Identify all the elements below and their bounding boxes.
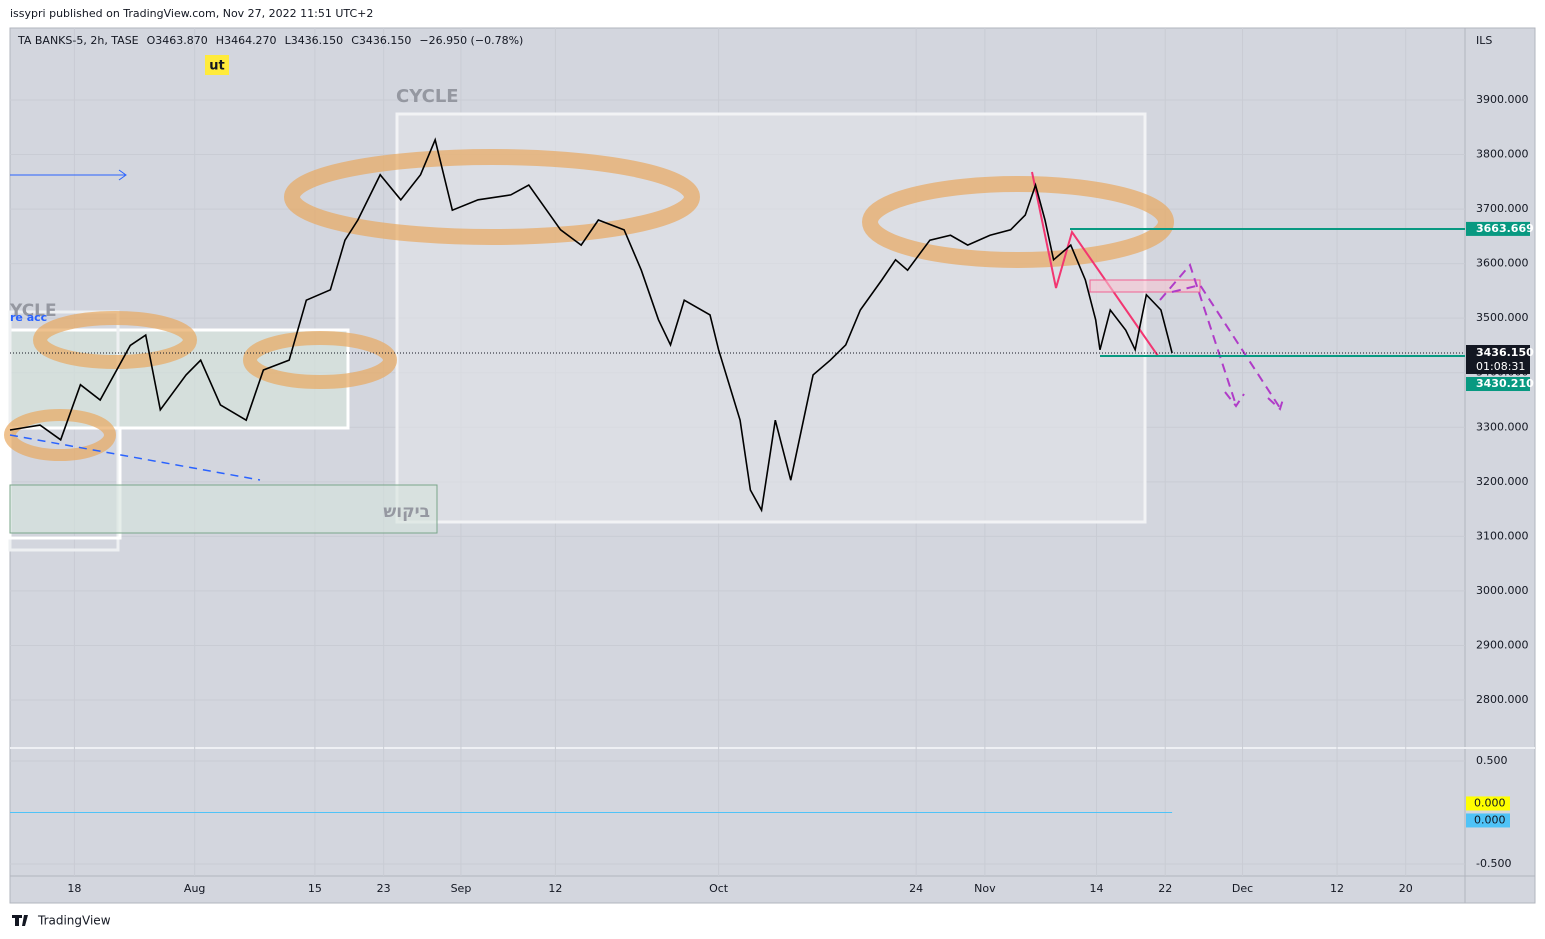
header-item: O3463.870 (147, 34, 208, 47)
annotation: CYCLE (396, 86, 459, 107)
supply-box (1089, 279, 1201, 293)
header-item: C3436.150 (351, 34, 411, 47)
trend-line (9, 434, 261, 481)
x-tick-label: 23 (377, 882, 391, 895)
value-label-bg (1466, 796, 1510, 811)
annotation: ביקוש (383, 502, 430, 522)
x-tick-label: 15 (308, 882, 322, 895)
x-tick-label: 14 (1090, 882, 1104, 895)
legend-header: TA BANKS-5, 2h, TASE O3463.870 H3464.270 L3… (17, 34, 523, 47)
price-line (9, 137, 1173, 513)
last-price-bg (1466, 345, 1530, 375)
y-tick-label: 3000.000 (1476, 584, 1529, 597)
y-tick-label: 3900.000 (1476, 93, 1529, 106)
highlight-ellipse (862, 176, 1174, 268)
currency-label: ILS (1476, 34, 1492, 47)
y-tick-label: 2800.000 (1476, 693, 1529, 706)
pattern-line (1031, 171, 1159, 357)
x-tick-label: 24 (909, 882, 923, 895)
highlight-ellipse (243, 331, 397, 389)
x-tick-label: 12 (1330, 882, 1344, 895)
level-label-bg (1466, 221, 1530, 236)
header-item: L3436.150 (285, 34, 344, 47)
x-tick-label: Sep (451, 882, 472, 895)
arrow-head (118, 169, 127, 181)
x-tick-label: Aug (184, 882, 205, 895)
x-tick-label: 20 (1399, 882, 1413, 895)
y-tick-label: 3300.000 (1476, 420, 1529, 433)
footer-brand[interactable]: TradingView (37, 914, 111, 928)
annotation: YCLE (9, 301, 57, 321)
level-label-bg (1466, 377, 1530, 392)
y-tick-label: 3200.000 (1476, 475, 1529, 488)
y-tick-label: -0.500 (1476, 857, 1511, 870)
annotation: re acc (10, 311, 47, 324)
projection-arrows (1159, 263, 1285, 411)
value-label-bg (1466, 813, 1510, 828)
annotation: ut (209, 59, 224, 74)
x-tick-label: 12 (548, 882, 562, 895)
demand-zone (9, 484, 438, 534)
y-tick-label: 3100.000 (1476, 529, 1529, 542)
y-tick-label: 2900.000 (1476, 638, 1529, 651)
highlight-ellipse (33, 311, 197, 369)
header-item: TA BANKS-5, 2h, TASE (17, 34, 139, 47)
y-tick-label: 3700.000 (1476, 202, 1529, 215)
x-tick-label: Dec (1232, 882, 1253, 895)
y-tick-label: 3800.000 (1476, 148, 1529, 161)
countdown-label: 01:08:31 (1476, 360, 1525, 373)
y-tick-label: 3500.000 (1476, 311, 1529, 324)
level-label: 3430.210 (1476, 377, 1534, 390)
x-tick-label: 22 (1158, 882, 1172, 895)
y-tick-label: 3600.000 (1476, 257, 1529, 270)
value-label: 0.000 (1474, 813, 1506, 826)
x-tick-label: Oct (709, 882, 729, 895)
brand-logo[interactable] (12, 915, 28, 926)
label-bg (205, 55, 229, 75)
y-tick-label: 0.500 (1476, 754, 1508, 767)
last-price-label: 3436.150 (1476, 346, 1534, 359)
highlight-ellipse (284, 149, 700, 245)
x-tick-label: 18 (67, 882, 81, 895)
header-item: H3464.270 (216, 34, 277, 47)
published-line: issypri published on TradingView.com, No… (10, 7, 373, 20)
header-item: −26.950 (−0.78%) (419, 34, 523, 47)
x-tick-label: Nov (974, 882, 996, 895)
value-label: 0.000 (1474, 796, 1506, 809)
level-label: 3663.669 (1476, 222, 1534, 235)
drawings (4, 112, 1465, 552)
